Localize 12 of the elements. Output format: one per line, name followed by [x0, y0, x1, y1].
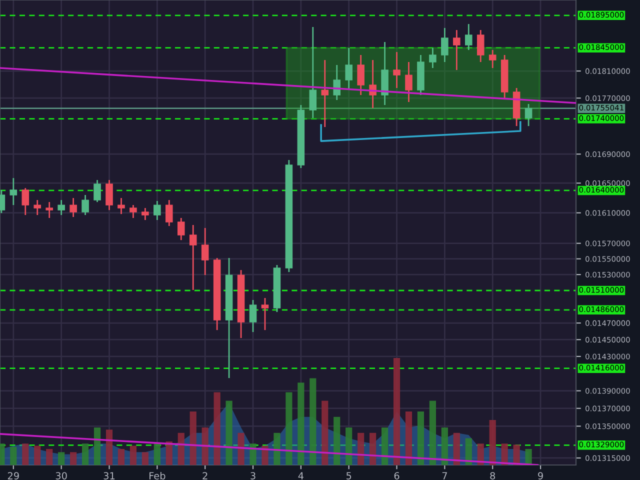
x-tick-label: 31	[104, 472, 115, 480]
x-tick-label: 5	[346, 472, 352, 480]
x-tick-label: 3	[250, 472, 256, 480]
x-tick-label: 8	[490, 472, 496, 480]
x-tick-label: 2	[202, 472, 208, 480]
x-tick-label: 7	[442, 472, 447, 480]
x-tick-label: 4	[298, 472, 304, 480]
x-tick-label: 6	[394, 472, 400, 480]
x-tick-label: Feb	[150, 472, 166, 480]
x-tick-label: 9	[538, 472, 543, 480]
x-tick-label: 29	[8, 472, 19, 480]
x-tick-label: 30	[56, 472, 67, 480]
